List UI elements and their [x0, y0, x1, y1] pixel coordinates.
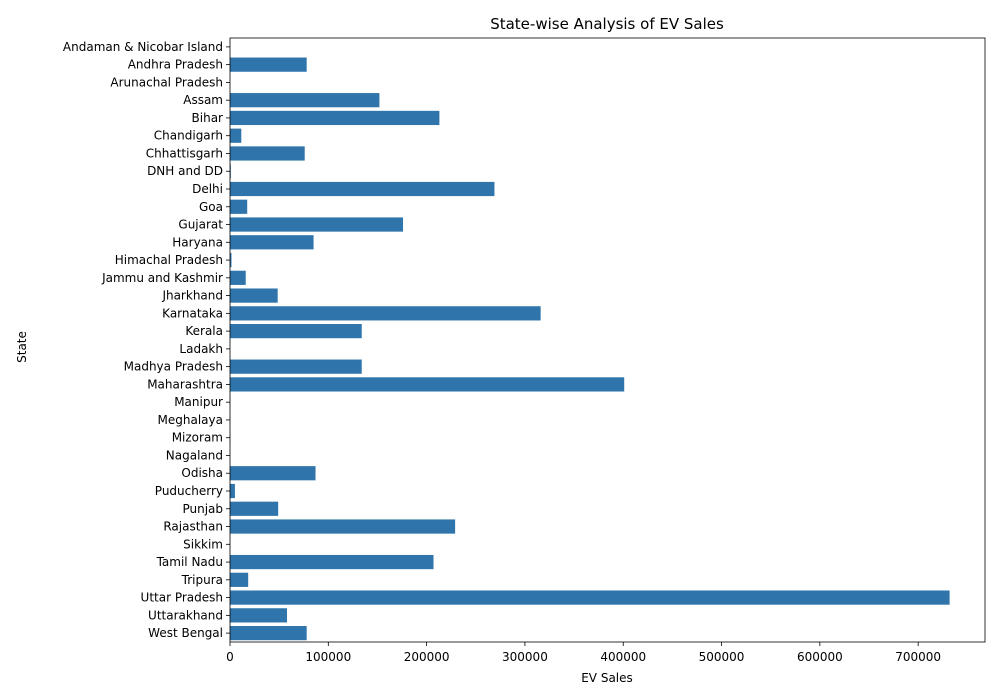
bar-gujarat: [230, 217, 404, 232]
y-tick-label: Rajasthan: [163, 520, 223, 534]
bar-kerala: [230, 324, 362, 339]
bar-bihar: [230, 110, 440, 126]
bar-tripura: [230, 572, 249, 587]
bar-odisha: [230, 466, 316, 481]
bar-west-bengal: [230, 626, 307, 641]
x-tick-label: 0: [226, 650, 234, 664]
y-tick-label: Assam: [183, 93, 223, 107]
y-tick-label: Gujarat: [178, 218, 223, 232]
bar-haryana: [230, 235, 314, 250]
y-tick-label: Chhattisgarh: [146, 146, 223, 160]
bar-uttar-pradesh: [230, 590, 950, 605]
x-tick-label: 300000: [502, 650, 548, 664]
y-tick-label: Puducherry: [155, 484, 223, 498]
y-tick-label: Jammu and Kashmir: [101, 271, 223, 285]
y-tick-label: DNH and DD: [147, 164, 223, 178]
x-tick-label: 600000: [797, 650, 843, 664]
bar-punjab: [230, 501, 279, 516]
y-tick-label: Punjab: [182, 502, 223, 516]
y-tick-label: Haryana: [172, 235, 223, 249]
y-tick-label: Uttar Pradesh: [141, 591, 223, 605]
bar-jharkhand: [230, 288, 278, 303]
bars-group: [230, 39, 950, 641]
y-tick-label: Tamil Nadu: [156, 555, 223, 569]
x-axis-ticks: 0 100000 200000 300000 400000 500000 600000 700…: [226, 642, 941, 664]
y-tick-label: Maharashtra: [147, 377, 223, 391]
y-axis-label: State: [15, 331, 29, 363]
bar-uttarakhand: [230, 608, 288, 623]
bar-maharashtra: [230, 377, 625, 392]
bar-karnataka: [230, 306, 541, 321]
plot-frame: [229, 37, 986, 643]
y-tick-label: Meghalaya: [158, 413, 223, 427]
bar-chandigarh: [230, 128, 242, 143]
bar-delhi: [230, 181, 495, 197]
y-tick-label: Jharkhand: [161, 289, 223, 303]
bar-madhya-pradesh: [230, 359, 362, 374]
y-tick-label: West Bengal: [148, 626, 223, 640]
y-tick-label: Sikkim: [183, 537, 223, 551]
y-tick-label: Himachal Pradesh: [115, 253, 223, 267]
chart-title: State-wise Analysis of EV Sales: [490, 15, 724, 33]
y-tick-label: Ladakh: [179, 342, 223, 356]
bar-assam: [230, 93, 380, 108]
y-tick-label: Manipur: [174, 395, 223, 409]
y-tick-label: Chandigarh: [154, 129, 223, 143]
bar-rajasthan: [230, 519, 456, 534]
y-tick-label: Mizoram: [172, 431, 223, 445]
y-tick-label: Bihar: [192, 111, 224, 125]
bar-himachal-pradesh: [230, 252, 232, 268]
y-tick-label: Tripura: [181, 573, 223, 587]
y-tick-label: Nagaland: [166, 448, 223, 462]
x-tick-label: 700000: [895, 650, 941, 664]
bar-chhattisgarh: [230, 146, 305, 161]
y-tick-label: Delhi: [192, 182, 223, 196]
bar-goa: [230, 199, 248, 214]
y-tick-label: Madhya Pradesh: [124, 360, 223, 374]
y-tick-label: Andhra Pradesh: [128, 58, 223, 72]
y-tick-label: Arunachal Pradesh: [110, 75, 223, 89]
bar-jammu-and-kashmir: [230, 270, 246, 285]
y-tick-label: Kerala: [185, 324, 223, 338]
bar-puducherry: [230, 483, 235, 499]
y-axis-ticks: Andaman & Nicobar Island Andhra Pradesh Ar…: [63, 40, 230, 640]
y-tick-label: Odisha: [181, 466, 223, 480]
x-tick-label: 400000: [600, 650, 646, 664]
x-tick-label: 100000: [305, 650, 351, 664]
y-tick-label: Karnataka: [162, 306, 223, 320]
y-tick-label: Uttarakhand: [148, 608, 223, 622]
y-tick-label: Andaman & Nicobar Island: [63, 40, 223, 54]
bar-andhra-pradesh: [230, 57, 307, 72]
x-tick-label: 200000: [404, 650, 450, 664]
bar-tamil-nadu: [230, 554, 434, 570]
y-tick-label: Goa: [199, 200, 223, 214]
x-tick-label: 500000: [699, 650, 745, 664]
x-axis-label: EV Sales: [581, 671, 633, 685]
